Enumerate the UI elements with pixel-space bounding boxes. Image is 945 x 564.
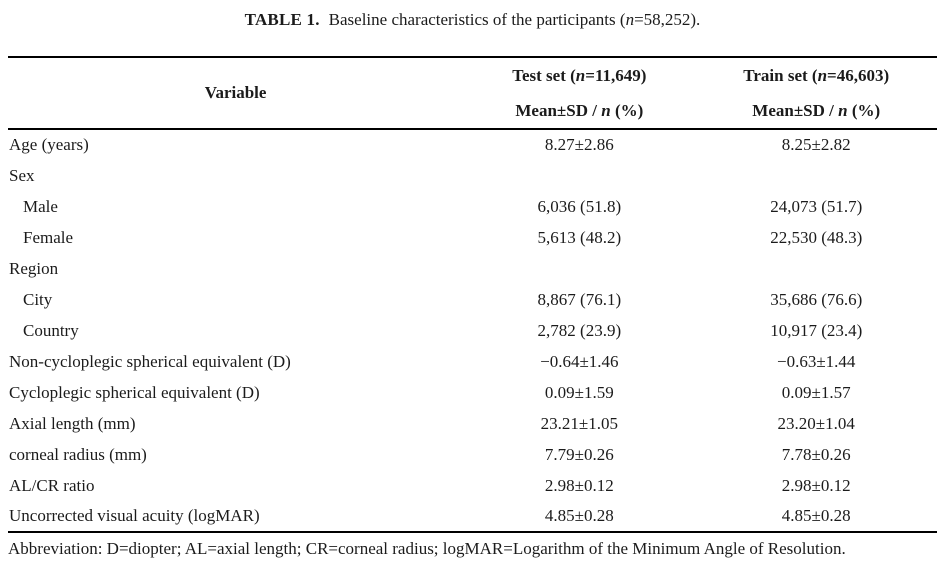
table-row: AL/CR ratio 2.98±0.12 2.98±0.12 bbox=[8, 470, 937, 501]
variable-column-header: Variable bbox=[204, 83, 267, 102]
test-value-cell: 8,867 (76.1) bbox=[537, 289, 622, 309]
train-set-stat-pre: Mean±SD / bbox=[752, 101, 839, 120]
train-value-cell bbox=[695, 253, 937, 284]
table-row: Sex bbox=[8, 160, 937, 191]
test-set-label-post: =11,649) bbox=[585, 66, 647, 85]
test-set-stat-pre: Mean±SD / bbox=[515, 101, 602, 120]
variable-cell: Male bbox=[23, 196, 58, 216]
variable-cell: Non-cycloplegic spherical equivalent (D) bbox=[9, 351, 291, 371]
test-set-label-n: n bbox=[575, 66, 586, 85]
train-set-stat-label: Mean±SD / n (%) bbox=[695, 93, 937, 128]
train-set-column-header: Train set (n=46,603) Mean±SD / n (%) bbox=[695, 57, 937, 129]
train-value-cell: 7.78±0.26 bbox=[781, 444, 851, 464]
table-row: Male 6,036 (51.8) 24,073 (51.7) bbox=[8, 191, 937, 222]
train-set-stat-post: (%) bbox=[847, 101, 881, 120]
train-value-cell: −0.63±1.44 bbox=[777, 351, 856, 371]
variable-cell: Sex bbox=[9, 165, 35, 185]
train-value-cell: 8.25±2.82 bbox=[781, 135, 851, 154]
test-value-cell: 23.21±1.05 bbox=[540, 413, 618, 433]
variable-cell: Axial length (mm) bbox=[9, 413, 136, 433]
variable-cell: Country bbox=[23, 320, 79, 340]
train-value-cell: 0.09±1.57 bbox=[781, 382, 851, 402]
train-value-cell: 23.20±1.04 bbox=[777, 413, 855, 433]
table-title: TABLE 1. Baseline characteristics of the … bbox=[8, 9, 937, 30]
table-title-tag: TABLE 1. bbox=[244, 10, 320, 29]
table-row: Uncorrected visual acuity (logMAR) 4.85±0… bbox=[8, 501, 937, 532]
table-row: Cycloplegic spherical equivalent (D) 0.09… bbox=[8, 377, 937, 408]
train-value-cell: 22,530 (48.3) bbox=[770, 227, 863, 247]
table-row: Region bbox=[8, 253, 937, 284]
table-body: Age (years) 8.27±2.86 8.25±2.82 Sex Male 6,03… bbox=[8, 129, 937, 532]
variable-cell: Cycloplegic spherical equivalent (D) bbox=[9, 382, 260, 402]
variable-cell: Region bbox=[9, 258, 59, 278]
variable-cell: Age (years) bbox=[9, 135, 89, 154]
test-value-cell: 7.79±0.26 bbox=[544, 444, 614, 464]
test-value-cell: 4.85±0.28 bbox=[544, 506, 614, 525]
variable-cell: Female bbox=[23, 227, 74, 247]
header-row: Variable Test set (n=11,649) Mean±SD / n… bbox=[8, 57, 937, 129]
test-value-cell: 6,036 (51.8) bbox=[537, 196, 622, 216]
baseline-characteristics-table: Variable Test set (n=11,649) Mean±SD / n… bbox=[8, 56, 937, 533]
test-set-stat-post: (%) bbox=[610, 101, 644, 120]
train-set-label-post: =46,603) bbox=[827, 66, 890, 85]
test-value-cell: 2,782 (23.9) bbox=[537, 320, 622, 340]
train-value-cell: 4.85±0.28 bbox=[781, 506, 851, 525]
test-value-cell: 2.98±0.12 bbox=[544, 475, 614, 495]
table-title-text: Baseline characteristics of the particip… bbox=[329, 10, 701, 29]
test-set-stat-n: n bbox=[601, 101, 611, 120]
test-value-cell bbox=[463, 253, 695, 284]
test-value-cell: 8.27±2.86 bbox=[544, 135, 614, 154]
test-value-cell: 5,613 (48.2) bbox=[537, 227, 622, 247]
train-value-cell: 2.98±0.12 bbox=[781, 475, 851, 495]
table-row: City 8,867 (76.1) 35,686 (76.6) bbox=[8, 284, 937, 315]
train-set-label-n: n bbox=[817, 66, 828, 85]
variable-cell: Uncorrected visual acuity (logMAR) bbox=[9, 506, 260, 525]
variable-cell: AL/CR ratio bbox=[9, 475, 95, 495]
table-row: Axial length (mm) 23.21±1.05 23.20±1.04 bbox=[8, 408, 937, 439]
train-value-cell: 35,686 (76.6) bbox=[770, 289, 863, 309]
table-title-n: n bbox=[625, 10, 635, 29]
train-value-cell: 10,917 (23.4) bbox=[770, 320, 863, 340]
test-set-label: Test set (n=11,649) bbox=[463, 58, 695, 93]
variable-cell: corneal radius (mm) bbox=[9, 444, 147, 464]
train-value-cell: 24,073 (51.7) bbox=[770, 196, 863, 216]
test-value-cell: 0.09±1.59 bbox=[544, 382, 614, 402]
train-set-label-pre: Train set ( bbox=[743, 66, 818, 85]
table-row: Non-cycloplegic spherical equivalent (D)… bbox=[8, 346, 937, 377]
table-title-text-post: =58,252). bbox=[634, 10, 701, 29]
train-value-cell bbox=[695, 160, 937, 191]
test-value-cell bbox=[463, 160, 695, 191]
abbreviation-note: Abbreviation: D=diopter; AL=axial length… bbox=[8, 539, 846, 558]
test-set-column-header: Test set (n=11,649) Mean±SD / n (%) bbox=[463, 57, 695, 129]
table-row: Female 5,613 (48.2) 22,530 (48.3) bbox=[8, 222, 937, 253]
table-title-text-pre: Baseline characteristics of the particip… bbox=[328, 10, 626, 29]
table-row: Age (years) 8.27±2.86 8.25±2.82 bbox=[8, 129, 937, 160]
table-row: Country 2,782 (23.9) 10,917 (23.4) bbox=[8, 315, 937, 346]
test-set-label-pre: Test set ( bbox=[512, 66, 576, 85]
test-set-stat-label: Mean±SD / n (%) bbox=[463, 93, 695, 128]
train-set-label: Train set (n=46,603) bbox=[695, 58, 937, 93]
variable-cell: City bbox=[23, 289, 53, 309]
train-set-stat-n: n bbox=[838, 101, 848, 120]
table-row: corneal radius (mm) 7.79±0.26 7.78±0.26 bbox=[8, 439, 937, 470]
test-value-cell: −0.64±1.46 bbox=[540, 351, 619, 371]
